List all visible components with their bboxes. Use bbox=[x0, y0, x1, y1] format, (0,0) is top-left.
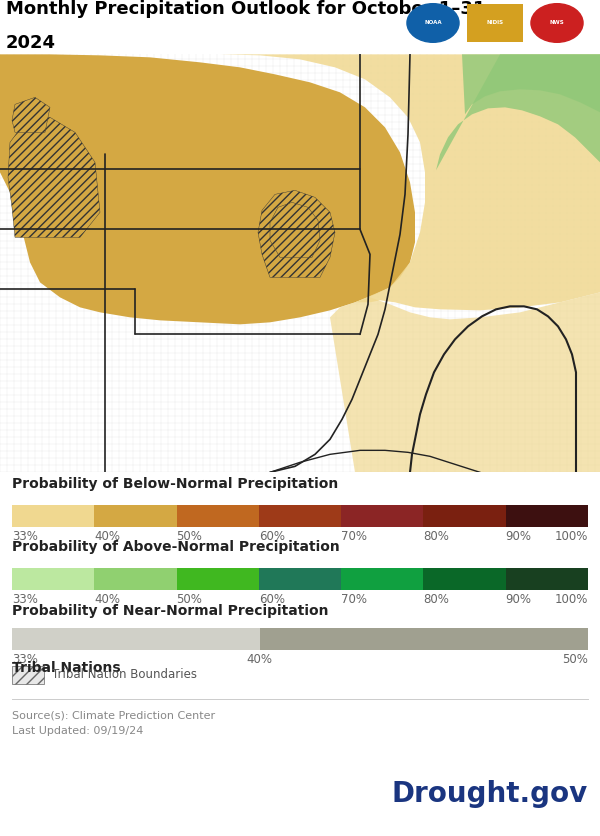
Bar bbox=[176, 568, 259, 589]
Text: 40%: 40% bbox=[247, 653, 272, 665]
Text: 80%: 80% bbox=[424, 593, 449, 605]
Text: 70%: 70% bbox=[341, 531, 367, 543]
Text: 50%: 50% bbox=[176, 531, 202, 543]
Polygon shape bbox=[330, 293, 600, 472]
Bar bbox=[260, 628, 588, 650]
Polygon shape bbox=[8, 117, 100, 237]
Polygon shape bbox=[462, 54, 600, 115]
Bar bbox=[94, 506, 176, 528]
Text: Probability of Below-Normal Precipitation: Probability of Below-Normal Precipitatio… bbox=[12, 477, 338, 492]
Text: NWS: NWS bbox=[550, 21, 565, 25]
Text: 33%: 33% bbox=[12, 653, 38, 665]
Text: 2024: 2024 bbox=[6, 33, 56, 52]
Text: 80%: 80% bbox=[424, 531, 449, 543]
Bar bbox=[467, 3, 523, 43]
Polygon shape bbox=[436, 54, 600, 171]
Bar bbox=[94, 568, 176, 589]
Text: 60%: 60% bbox=[259, 531, 285, 543]
Text: Tribal Nations: Tribal Nations bbox=[12, 660, 121, 675]
Bar bbox=[341, 506, 424, 528]
Text: 60%: 60% bbox=[259, 593, 285, 605]
Text: 50%: 50% bbox=[562, 653, 588, 665]
Text: 40%: 40% bbox=[94, 593, 120, 605]
Bar bbox=[12, 506, 94, 528]
Bar bbox=[12, 568, 94, 589]
Bar bbox=[424, 568, 506, 589]
Text: Source(s): Climate Prediction Center: Source(s): Climate Prediction Center bbox=[12, 711, 215, 721]
Bar bbox=[259, 506, 341, 528]
Text: 50%: 50% bbox=[176, 593, 202, 605]
Polygon shape bbox=[220, 54, 600, 310]
Text: 33%: 33% bbox=[12, 531, 38, 543]
Bar bbox=[176, 506, 259, 528]
Text: NOAA: NOAA bbox=[424, 21, 442, 25]
Text: 40%: 40% bbox=[94, 531, 120, 543]
Text: 90%: 90% bbox=[506, 593, 532, 605]
Bar bbox=[424, 506, 506, 528]
Text: Drought.gov: Drought.gov bbox=[392, 780, 588, 808]
Circle shape bbox=[407, 3, 459, 43]
Text: 70%: 70% bbox=[341, 593, 367, 605]
Polygon shape bbox=[270, 202, 320, 257]
Text: Probability of Above-Normal Precipitation: Probability of Above-Normal Precipitatio… bbox=[12, 540, 340, 554]
Text: 90%: 90% bbox=[506, 531, 532, 543]
Bar bbox=[259, 568, 341, 589]
Bar bbox=[12, 665, 44, 684]
Circle shape bbox=[531, 3, 583, 43]
Bar bbox=[12, 628, 260, 650]
Bar bbox=[506, 506, 588, 528]
Text: 33%: 33% bbox=[12, 593, 38, 605]
Text: NIDIS: NIDIS bbox=[487, 21, 503, 25]
Text: 100%: 100% bbox=[554, 593, 588, 605]
Text: Monthly Precipitation Outlook for October 1–31,: Monthly Precipitation Outlook for Octobe… bbox=[6, 0, 492, 18]
Text: Tribal Nation Boundaries: Tribal Nation Boundaries bbox=[52, 668, 197, 681]
Text: Probability of Near-Normal Precipitation: Probability of Near-Normal Precipitation bbox=[12, 604, 329, 618]
Bar bbox=[341, 568, 424, 589]
Polygon shape bbox=[0, 54, 415, 324]
Text: 100%: 100% bbox=[554, 531, 588, 543]
Polygon shape bbox=[12, 97, 50, 132]
Polygon shape bbox=[258, 191, 335, 278]
Text: Last Updated: 09/19/24: Last Updated: 09/19/24 bbox=[12, 726, 143, 736]
Bar bbox=[506, 568, 588, 589]
